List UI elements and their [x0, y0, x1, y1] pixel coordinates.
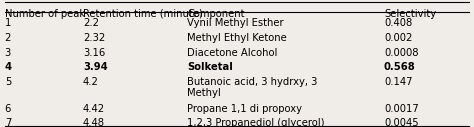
Text: 4.2: 4.2	[83, 77, 99, 87]
Text: 4.42: 4.42	[83, 104, 105, 114]
Text: 0.002: 0.002	[384, 33, 412, 43]
Text: 0.147: 0.147	[384, 77, 412, 87]
Text: Methyl Ethyl Ketone: Methyl Ethyl Ketone	[187, 33, 287, 43]
Text: 1: 1	[5, 18, 11, 28]
Text: Propane 1,1 di propoxy: Propane 1,1 di propoxy	[187, 104, 302, 114]
Text: 2: 2	[5, 33, 11, 43]
Text: 0.0017: 0.0017	[384, 104, 419, 114]
Text: 7: 7	[5, 118, 11, 127]
Text: 6: 6	[5, 104, 11, 114]
Text: 3: 3	[5, 48, 11, 58]
Text: 0.0008: 0.0008	[384, 48, 419, 58]
Text: Number of peak: Number of peak	[5, 9, 85, 19]
Text: Vynil Methyl Esther: Vynil Methyl Esther	[187, 18, 284, 28]
Text: Butanoic acid, 3 hydrxy, 3
Methyl: Butanoic acid, 3 hydrxy, 3 Methyl	[187, 77, 318, 98]
Text: 3.94: 3.94	[83, 62, 108, 72]
Text: Retention time (minute): Retention time (minute)	[83, 9, 203, 19]
Text: 0.0045: 0.0045	[384, 118, 419, 127]
Text: 4.48: 4.48	[83, 118, 105, 127]
Text: Component: Component	[187, 9, 245, 19]
Text: 3.16: 3.16	[83, 48, 105, 58]
Text: 5: 5	[5, 77, 11, 87]
Text: 1,2,3 Propanediol (glycerol): 1,2,3 Propanediol (glycerol)	[187, 118, 325, 127]
Text: 0.408: 0.408	[384, 18, 412, 28]
Text: Diacetone Alcohol: Diacetone Alcohol	[187, 48, 278, 58]
Text: 4: 4	[5, 62, 12, 72]
Text: 2.2: 2.2	[83, 18, 99, 28]
Text: 2.32: 2.32	[83, 33, 105, 43]
Text: 0.568: 0.568	[384, 62, 416, 72]
Text: Solketal: Solketal	[187, 62, 233, 72]
Text: Selectivity: Selectivity	[384, 9, 436, 19]
